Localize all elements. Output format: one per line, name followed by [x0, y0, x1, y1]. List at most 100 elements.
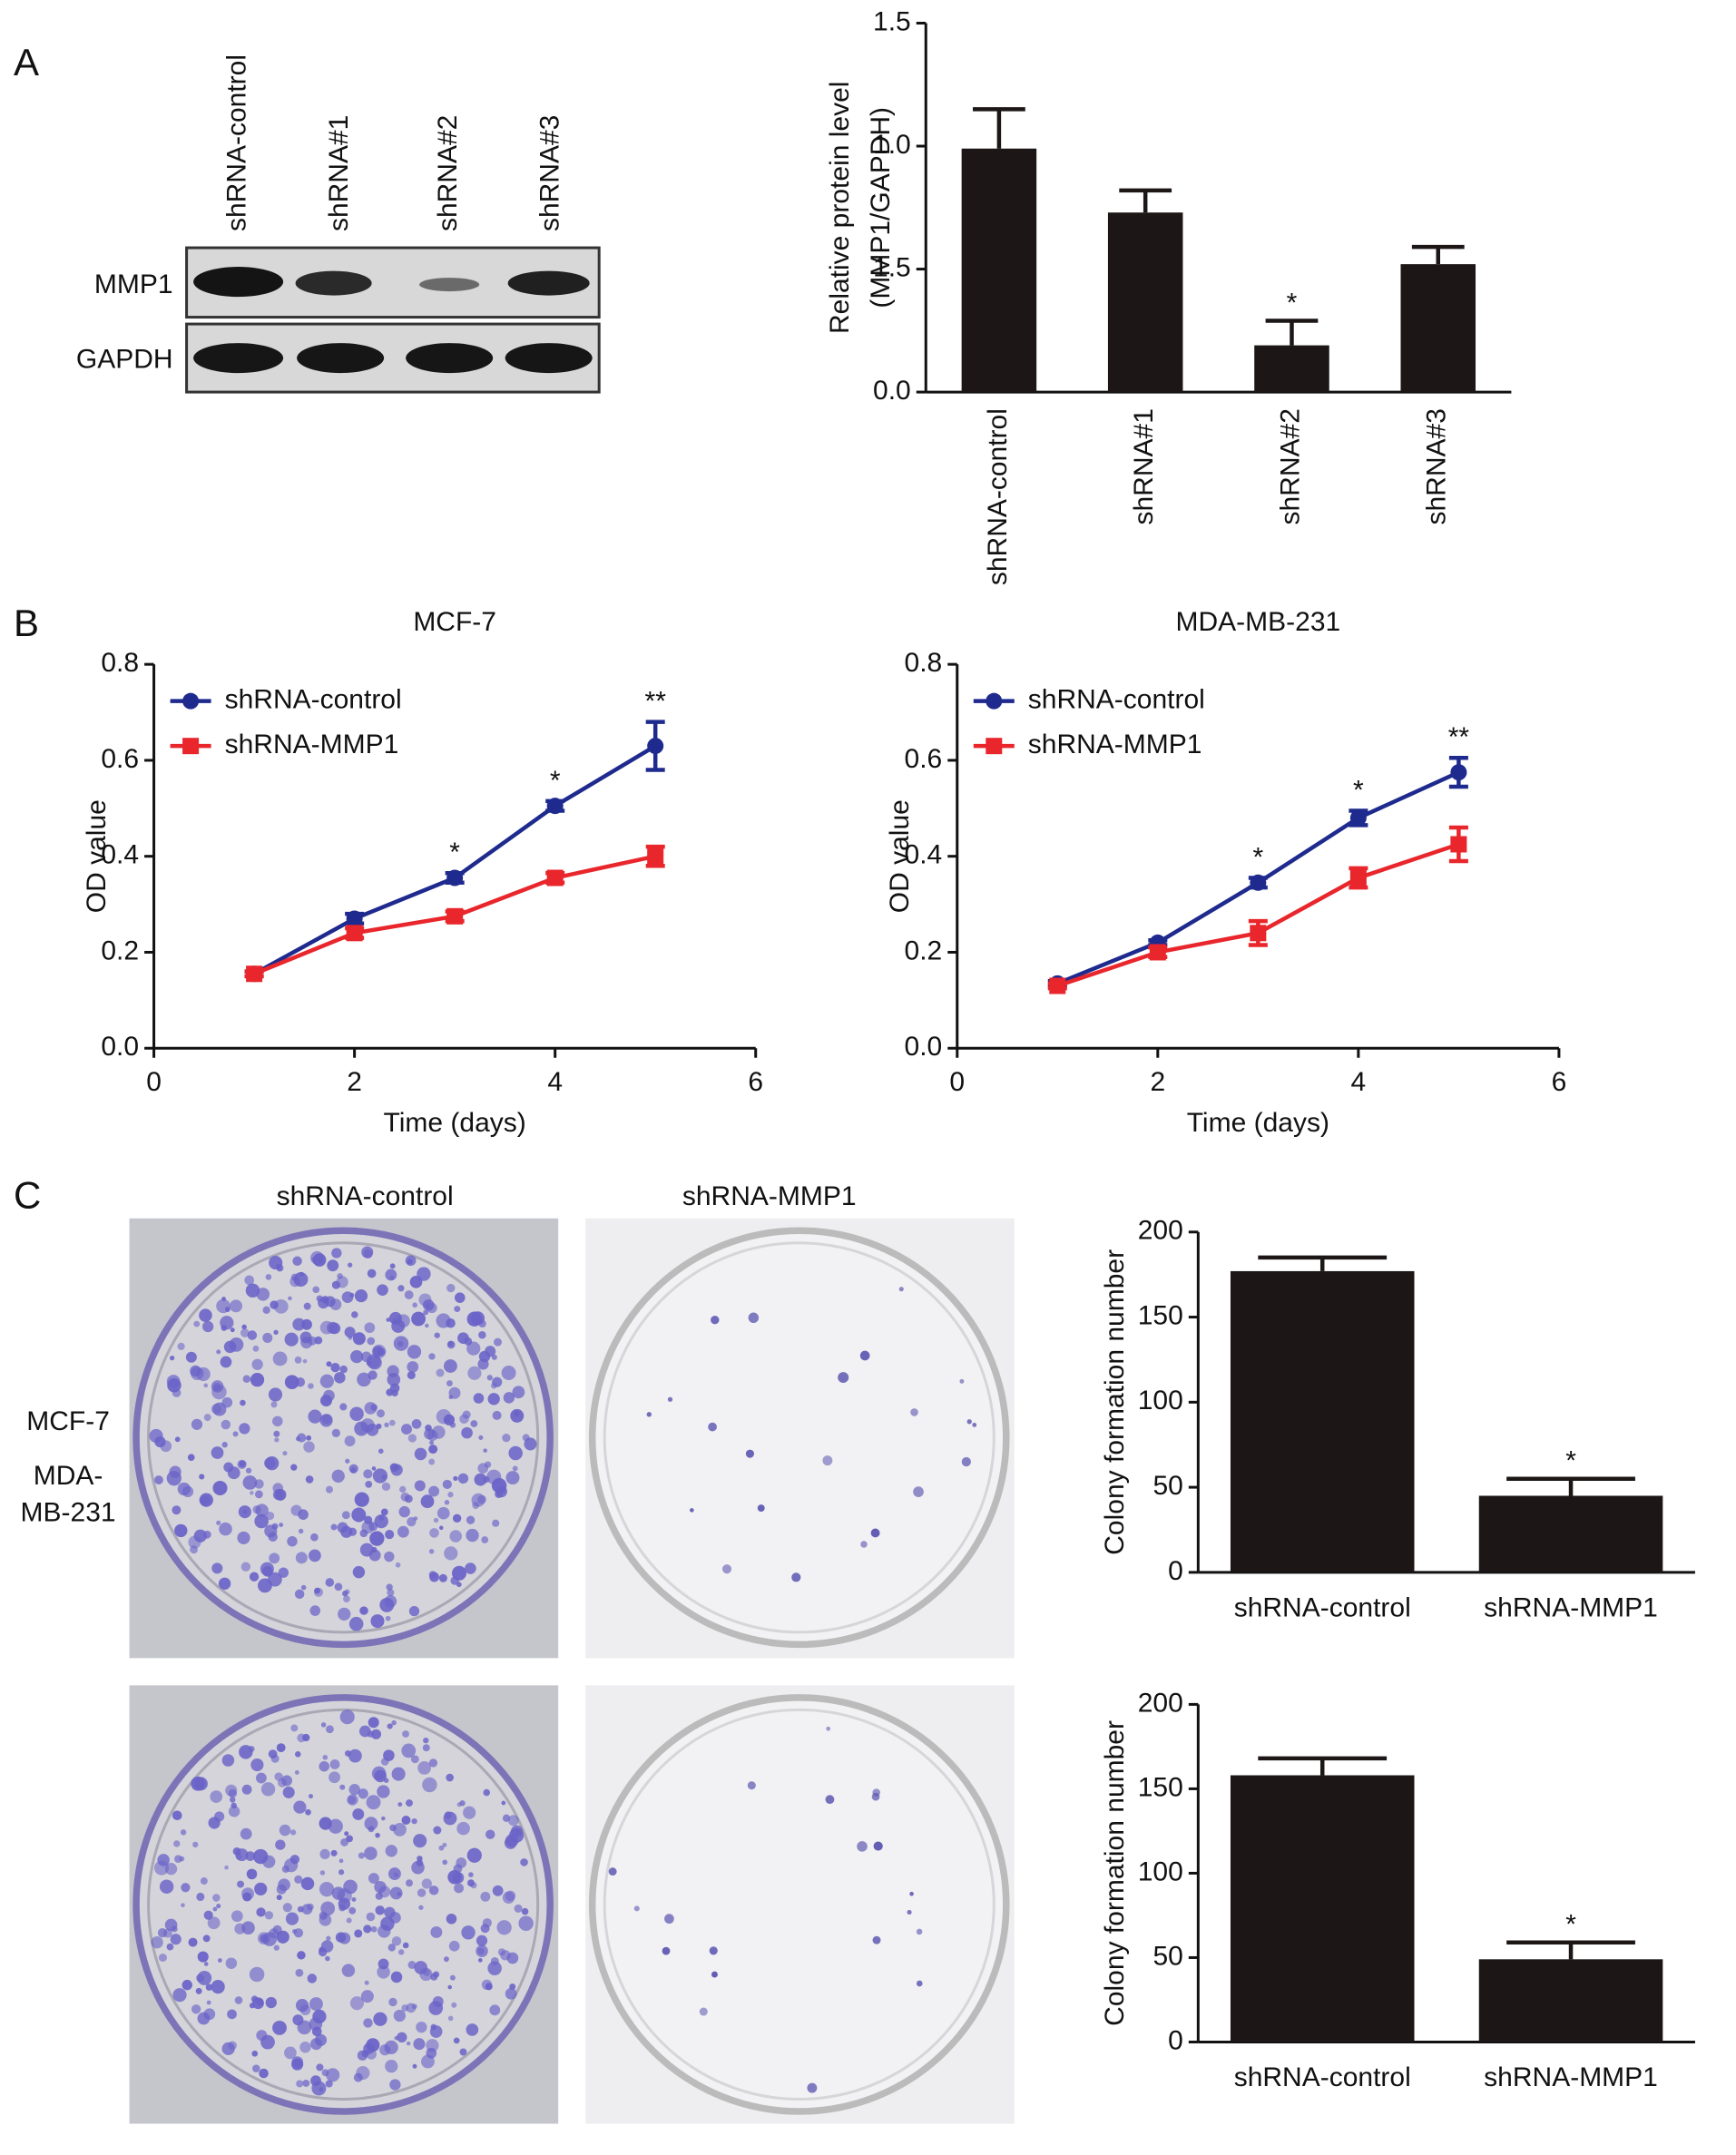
y-tick-label: 0: [1168, 1556, 1183, 1586]
colony-dot: [307, 1903, 314, 1911]
colony-dot: [387, 1365, 399, 1377]
y-tick-label: 0.2: [101, 935, 139, 965]
significance-mark: *: [1353, 775, 1364, 805]
colony-dot: [514, 1904, 523, 1913]
colony-dot: [416, 1859, 424, 1866]
colony-dot: [402, 1730, 409, 1738]
colony-dot: [199, 1493, 213, 1507]
colony-dot: [372, 1346, 384, 1357]
colony-dot: [354, 1929, 363, 1938]
colony-dot: [312, 1286, 320, 1294]
colony-dot: [418, 1905, 424, 1910]
error-bar: [1265, 318, 1319, 346]
colony-dot: [230, 1802, 237, 1809]
colony-dot: [171, 1925, 178, 1933]
colony-dot: [393, 1336, 409, 1351]
colony-dot: [370, 1614, 385, 1629]
colony-dot: [429, 1528, 439, 1538]
colony-dot: [907, 1909, 912, 1915]
colony-dot: [262, 1332, 273, 1343]
y-tick-label: 0.4: [101, 840, 139, 870]
colony-dot: [290, 1464, 298, 1471]
colony-dot: [350, 1349, 364, 1364]
colony-dot: [510, 1825, 524, 1837]
colony-dot: [502, 1433, 511, 1443]
colony-dot: [191, 1418, 203, 1430]
panel-letter: A: [14, 41, 39, 83]
colony-dot: [250, 1758, 264, 1772]
colony-dot: [422, 1298, 435, 1311]
colony-dot: [388, 1997, 397, 2007]
colony-dot: [393, 1872, 399, 1877]
colony-dot: [318, 1297, 329, 1309]
colony-dot: [295, 1552, 308, 1564]
colony-dot: [203, 1414, 211, 1422]
colony-dot: [157, 1854, 170, 1866]
colony-dot: [310, 1250, 324, 1265]
colony-dot: [406, 2041, 411, 2046]
plate: [132, 1227, 554, 1649]
colony-dot: [389, 1263, 396, 1269]
colony-dot: [453, 1864, 463, 1874]
colony-dot: [478, 1330, 486, 1339]
colony-dot: [859, 1350, 870, 1361]
colony-dot: [377, 1785, 390, 1798]
colony-dot: [444, 1956, 449, 1963]
colony-dot: [225, 1957, 238, 1969]
colony-dot: [251, 1358, 263, 1370]
colony-dot: [454, 1306, 461, 1313]
colony-dot: [393, 1823, 407, 1837]
colony-dot: [316, 2063, 324, 2072]
bar: [1400, 264, 1476, 393]
colony-dot: [244, 1275, 255, 1286]
colony-dot: [407, 1371, 416, 1380]
colony-dot: [260, 2034, 275, 2050]
colony-dot: [408, 1605, 420, 1617]
colony-dot: [413, 1834, 427, 1848]
colony-dot: [349, 1406, 364, 1421]
colony-dot: [321, 1414, 332, 1425]
colony-dot: [264, 1456, 280, 1471]
colony-dot: [389, 1463, 399, 1473]
colony-dot: [212, 1480, 228, 1495]
colony-dot: [343, 1595, 350, 1603]
panel-letter: B: [14, 602, 39, 644]
x-tick-label: 4: [1351, 1067, 1367, 1097]
colony-dot: [711, 1971, 718, 1978]
colony-dot: [172, 1810, 182, 1821]
colony-dot: [211, 1384, 227, 1400]
colony-dot: [174, 1523, 188, 1538]
legend-marker: [986, 692, 1003, 710]
colony-dot: [173, 1840, 181, 1847]
colony-dot: [385, 2060, 398, 2073]
colony-dot: [341, 1511, 350, 1520]
colony-dot: [375, 1832, 380, 1838]
colony-dot: [330, 1362, 340, 1373]
colony-dot: [873, 1841, 883, 1851]
x-tick-label: shRNA-MMP1: [1484, 1592, 1658, 1622]
plate-row-label: MB-231: [21, 1497, 116, 1527]
colony-dot: [149, 1428, 163, 1444]
colony-dot: [447, 1984, 453, 1990]
x-tick-label: 4: [547, 1067, 563, 1097]
colony-dot: [467, 1879, 475, 1887]
colony-dot: [270, 1300, 279, 1309]
colony-dot: [237, 1531, 250, 1544]
colony-dot: [422, 1744, 430, 1752]
colony-dot: [358, 1852, 365, 1859]
colony-dot: [374, 1513, 388, 1529]
error-bar: [1506, 1940, 1635, 1960]
significance-mark: *: [1565, 1446, 1576, 1476]
y-tick-label: 200: [1138, 1216, 1183, 1246]
colony-dot: [298, 1509, 309, 1520]
x-tick-label: shRNA-control: [1234, 2062, 1411, 2092]
colony-dot: [230, 1910, 243, 1923]
colony-dot: [303, 1302, 311, 1310]
y-axis-label: OD value: [82, 799, 112, 913]
colony-dot: [386, 1317, 391, 1322]
colony-dot: [466, 2023, 479, 2036]
x-tick-label: shRNA#3: [1422, 408, 1452, 524]
y-tick-label: 0.2: [905, 935, 943, 965]
colony-dot: [466, 1515, 476, 1524]
colony-dot: [339, 1709, 355, 1725]
